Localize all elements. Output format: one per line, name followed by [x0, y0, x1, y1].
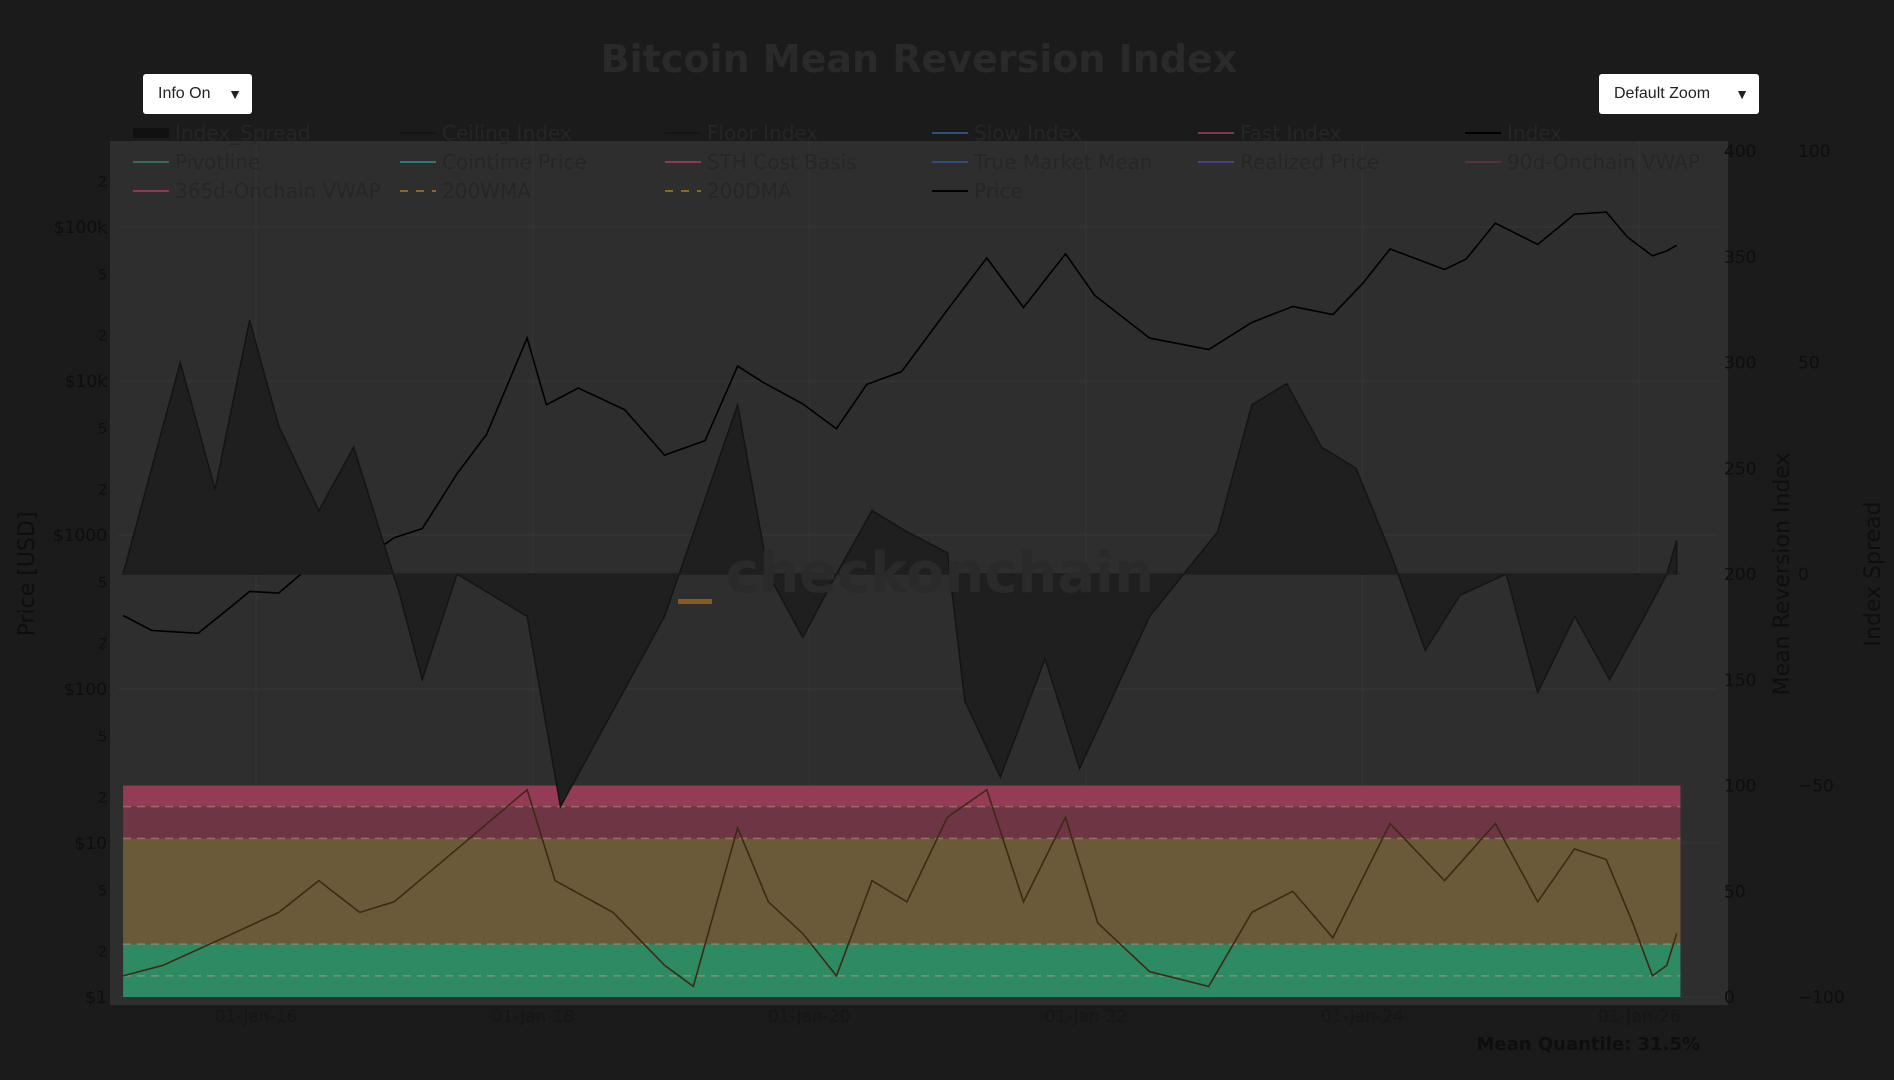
chart-title: Bitcoin Mean Reversion Index — [601, 37, 1238, 81]
index-spread-area — [122, 320, 1678, 809]
y-right2-tick-label: −100 — [1798, 988, 1845, 1008]
legend-marker-200dma — [678, 599, 712, 604]
legend-label: Fast Index — [1240, 121, 1342, 145]
legend-item: 90d-Onchain VWAP — [1465, 150, 1700, 174]
y-left-tick-label: 2 — [98, 483, 107, 499]
x-tick-label: 01-Jan-16 — [215, 1007, 298, 1027]
legend-item: Floor Index — [665, 121, 818, 145]
legend-item: Price — [932, 179, 1023, 203]
index-band — [123, 944, 1681, 997]
y-right-title: Mean Reversion Index — [1770, 453, 1795, 696]
legend-item: 365d-Onchain VWAP — [133, 179, 381, 203]
zoom-dropdown[interactable]: Default Zoom ▼ — [1599, 74, 1759, 114]
y-right-tick-label: 400 — [1724, 142, 1756, 162]
y-right2-tick-label: −50 — [1798, 777, 1834, 797]
legend-item: STH Cost Basis — [665, 150, 857, 174]
y-left-tick-label: $10k — [65, 372, 107, 392]
legend-item: Ceiling Index — [400, 121, 572, 145]
x-tick-label: 01-Jan-20 — [768, 1007, 851, 1027]
y-right2-tick-label: 100 — [1798, 142, 1830, 162]
x-tick-label: 01-Jan-26 — [1598, 1007, 1681, 1027]
y-left-tick-label: 5 — [98, 883, 107, 899]
legend-item: Pivotline — [133, 150, 260, 174]
legend-label: 365d-Onchain VWAP — [175, 179, 381, 203]
legend-label: Floor Index — [707, 121, 818, 145]
legend-swatch — [133, 128, 169, 138]
index-line — [122, 788, 1678, 988]
legend-label: 200WMA — [442, 179, 531, 203]
y-left-tick-label: 2 — [98, 637, 107, 653]
y-right2-tick-label: 50 — [1798, 354, 1820, 374]
watermark: checkonchain — [726, 541, 1154, 606]
x-tick-label: 01-Jan-22 — [1045, 1007, 1128, 1027]
y-left-tick-label: $100 — [64, 680, 107, 700]
zoom-dropdown-label: Default Zoom — [1614, 85, 1711, 102]
legend-label: Index_Spread — [175, 121, 311, 145]
legend-label: Index — [1507, 121, 1562, 145]
y-left-tick-label: 2 — [98, 791, 107, 807]
legend-label: Realized Price — [1240, 150, 1379, 174]
info-dropdown-label: Info On — [158, 85, 211, 102]
y-left-tick-label: 5 — [98, 267, 107, 283]
legend-item: Index — [1465, 121, 1562, 145]
y-left-tick-label: 5 — [98, 729, 107, 745]
mean-quantile-label: Mean Quantile: 31.5% — [1477, 1034, 1701, 1055]
legend-label: 200DMA — [707, 179, 792, 203]
index-bands — [123, 785, 1681, 997]
y-right-tick-label: 350 — [1724, 248, 1756, 268]
series-layer — [122, 211, 1681, 988]
y-right-tick-label: 100 — [1724, 777, 1756, 797]
y-left-tick-label: $1 — [85, 988, 107, 1008]
y-right-tick-label: 150 — [1724, 671, 1756, 691]
y-left-title: Price [USD] — [15, 512, 40, 637]
y-right-tick-label: 50 — [1724, 882, 1746, 902]
legend-label: 90d-Onchain VWAP — [1507, 150, 1700, 174]
y-left-tick-label: 2 — [98, 945, 107, 961]
legend-label: STH Cost Basis — [707, 150, 857, 174]
x-tick-label: 01-Jan-24 — [1321, 1007, 1404, 1027]
index-band — [123, 838, 1681, 945]
legend-label: Price — [974, 179, 1023, 203]
y-left-tick-label: $1000 — [53, 526, 107, 546]
index-band — [123, 785, 1681, 807]
y-right2-title: Index Spread — [1861, 501, 1886, 646]
y-right-tick-label: 0 — [1724, 988, 1735, 1008]
legend-label: Pivotline — [175, 150, 260, 174]
y-right-tick-label: 250 — [1724, 459, 1756, 479]
legend-item: Slow Index — [932, 121, 1082, 145]
legend-item: Cointime Price — [400, 150, 587, 174]
axes: 01-Jan-16 01-Jan-18 01-Jan-20 01-Jan-22 01-J… — [53, 142, 1845, 1027]
legend: Index_Spread Ceiling Index Floor Index Slow… — [133, 121, 1700, 203]
dropdown-arrow-icon: ▼ — [1735, 86, 1749, 102]
y-left-tick-label: 2 — [98, 175, 107, 191]
legend-item: True Market Mean — [932, 150, 1152, 174]
y-right-tick-label: 300 — [1724, 354, 1756, 374]
legend-item: 200WMA — [400, 179, 531, 203]
info-dropdown[interactable]: Info On ▼ — [143, 74, 252, 114]
dropdown-arrow-icon: ▼ — [228, 86, 242, 102]
y-left-tick-label: 5 — [98, 575, 107, 591]
legend-label: Cointime Price — [442, 150, 587, 174]
legend-item: Fast Index — [1198, 121, 1342, 145]
legend-item: Index_Spread — [133, 121, 311, 145]
legend-item: 200DMA — [665, 179, 792, 203]
y-right-tick-label: 200 — [1724, 565, 1756, 585]
x-tick-label: 01-Jan-18 — [491, 1007, 574, 1027]
legend-label: Slow Index — [974, 121, 1082, 145]
legend-label: True Market Mean — [973, 150, 1152, 174]
y-left-tick-label: $10 — [75, 834, 107, 854]
y-left-tick-label: 2 — [98, 329, 107, 345]
y-right2-tick-label: 0 — [1798, 565, 1809, 585]
y-left-tick-label: $100k — [54, 218, 107, 238]
legend-item: Realized Price — [1198, 150, 1379, 174]
index-band — [123, 806, 1681, 839]
y-left-tick-label: 5 — [98, 421, 107, 437]
legend-label: Ceiling Index — [442, 121, 572, 145]
